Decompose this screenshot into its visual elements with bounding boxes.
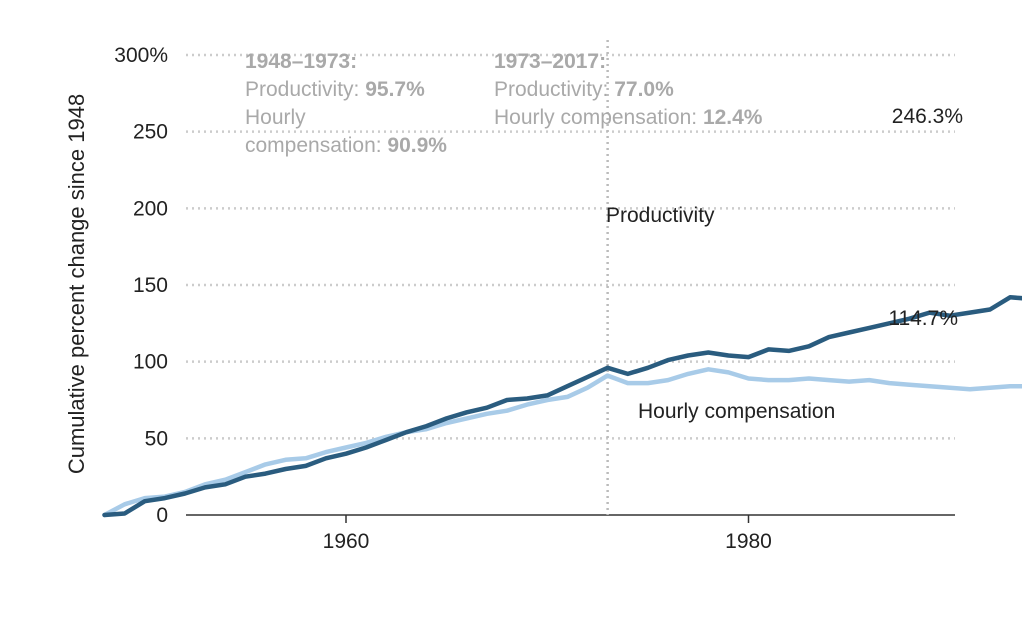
annotation-left-prod-label: Productivity: (245, 78, 365, 101)
series-label-productivity: Productivity (606, 204, 715, 227)
y-tick-label: 0 (156, 504, 168, 527)
annotation-left-comp-value: 90.9% (387, 134, 447, 157)
y-tick-label: 50 (145, 427, 168, 450)
x-tick-label: 1960 (323, 530, 370, 553)
x-tick-label: 1980 (725, 530, 772, 553)
annotation-1948-1973: 1948–1973: Productivity: 95.7% Hourly co… (245, 50, 447, 157)
annotation-left-prod-value: 95.7% (365, 78, 425, 101)
y-tick-label: 300% (114, 44, 168, 67)
y-axis-ticks: 300% 250 200 150 100 50 0 (114, 44, 168, 527)
end-label-compensation: 114.7% (888, 307, 958, 330)
annotation-right-prod-label: Productivity: (494, 78, 614, 101)
annotation-right-title: 1973–2017: (494, 50, 606, 73)
annotation-1973-2017: 1973–2017: Productivity: 77.0% Hourly co… (494, 50, 763, 129)
compensation-line (102, 367, 1022, 518)
series-label-compensation: Hourly compensation (638, 400, 835, 423)
y-tick-label: 200 (133, 197, 168, 220)
y-axis-label: Cumulative percent change since 1948 (64, 94, 89, 474)
gridlines (186, 53, 955, 440)
annotation-left-comp-label-1: Hourly (245, 106, 306, 129)
end-label-productivity: 246.3% (892, 105, 963, 128)
productivity-line (102, 295, 1022, 518)
y-tick-label: 250 (133, 121, 168, 144)
annotation-right-comp-label: Hourly compensation: (494, 106, 703, 129)
series-lines (102, 295, 1022, 518)
x-axis: 1960198020002020 (186, 514, 955, 553)
annotation-left-title: 1948–1973: (245, 50, 357, 73)
annotation-right-prod-value: 77.0% (614, 78, 674, 101)
annotation-right-comp-value: 12.4% (703, 106, 763, 129)
y-tick-label: 150 (133, 274, 168, 297)
y-tick-label: 100 (133, 351, 168, 374)
annotation-left-comp-label-2: compensation: (245, 134, 387, 157)
